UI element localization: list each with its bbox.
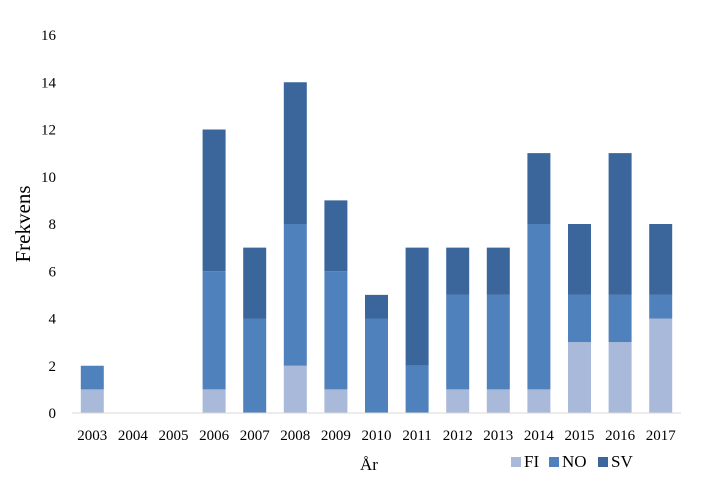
- bar-fi-2003: [80, 389, 104, 413]
- bar-no-2008: [283, 224, 307, 366]
- bar-no-2009: [324, 271, 348, 390]
- bar-no-2016: [608, 294, 632, 343]
- bar-sv-2011: [405, 247, 429, 366]
- bar-sv-2012: [446, 247, 470, 295]
- bar-fi-2009: [324, 389, 348, 413]
- x-tick-label: 2004: [118, 428, 149, 444]
- bar-sv-2008: [283, 82, 307, 224]
- bar-fi-2015: [568, 342, 591, 413]
- y-axis-label: Frekvens: [11, 186, 35, 263]
- bar-sv-2013: [486, 247, 510, 295]
- bar-sv-2007: [243, 247, 267, 319]
- bar-fi-2013: [486, 389, 510, 413]
- x-tick-label: 2016: [605, 428, 636, 444]
- y-tick-label: 4: [49, 312, 57, 328]
- bar-sv-2015: [568, 224, 591, 295]
- x-axis-ticks: 2003 2004 2005 2006 2007 2008 2009 2010 2011 2012…: [77, 428, 676, 444]
- bar-sv-2009: [324, 200, 348, 272]
- y-axis-ticks: 0 2 4 6 8 10 12 14 16: [41, 28, 57, 422]
- x-tick-label: 2009: [321, 428, 351, 444]
- legend-label-sv: SV: [611, 452, 633, 471]
- x-tick-label: 2006: [199, 428, 230, 444]
- bar-fi-2008: [283, 365, 307, 413]
- y-tick-label: 10: [41, 170, 56, 186]
- x-tick-label: 2017: [646, 428, 677, 444]
- legend-swatch-fi: [511, 457, 521, 467]
- x-axis-label: År: [360, 455, 378, 474]
- y-tick-label: 14: [41, 75, 57, 91]
- bar-fi-2006: [202, 389, 226, 413]
- x-tick-label: 2010: [362, 428, 392, 444]
- x-tick-label: 2014: [524, 428, 555, 444]
- bar-no-2010: [365, 318, 388, 413]
- x-tick-label: 2011: [402, 428, 431, 444]
- bar-no-2011: [405, 365, 429, 413]
- legend-swatch-sv: [598, 457, 608, 467]
- x-tick-label: 2015: [565, 428, 595, 444]
- y-tick-label: 12: [41, 123, 56, 139]
- legend-swatch-no: [549, 457, 559, 467]
- x-tick-label: 2008: [280, 428, 310, 444]
- bar-sv-2017: [649, 224, 673, 295]
- bar-fi-2012: [446, 389, 470, 413]
- legend-label-no: NO: [562, 452, 587, 471]
- x-tick-label: 2012: [443, 428, 473, 444]
- bar-no-2012: [446, 294, 470, 390]
- bar-fi-2014: [527, 389, 551, 413]
- x-tick-label: 2005: [159, 428, 189, 444]
- y-tick-label: 16: [41, 28, 57, 44]
- bar-no-2015: [568, 294, 591, 343]
- bar-fi-2017: [649, 318, 673, 413]
- y-tick-label: 6: [49, 264, 57, 280]
- bar-sv-2006: [202, 129, 226, 272]
- bar-no-2014: [527, 224, 551, 390]
- y-tick-label: 0: [49, 406, 57, 422]
- bar-sv-2016: [608, 153, 632, 295]
- legend-label-fi: FI: [524, 452, 539, 471]
- x-tick-label: 2003: [77, 428, 107, 444]
- bar-no-2007: [243, 318, 267, 413]
- legend: FI NO SV: [511, 452, 633, 471]
- bar-no-2017: [649, 294, 673, 319]
- x-tick-label: 2013: [483, 428, 513, 444]
- bar-fi-2016: [608, 342, 632, 413]
- bar-sv-2014: [527, 153, 551, 224]
- bar-no-2013: [486, 294, 510, 390]
- bar-no-2006: [202, 271, 226, 390]
- bars: [80, 82, 673, 413]
- y-tick-label: 8: [49, 217, 57, 233]
- x-tick-label: 2007: [240, 428, 271, 444]
- y-tick-label: 2: [49, 359, 57, 375]
- bar-sv-2010: [365, 294, 388, 319]
- bar-no-2003: [80, 365, 104, 390]
